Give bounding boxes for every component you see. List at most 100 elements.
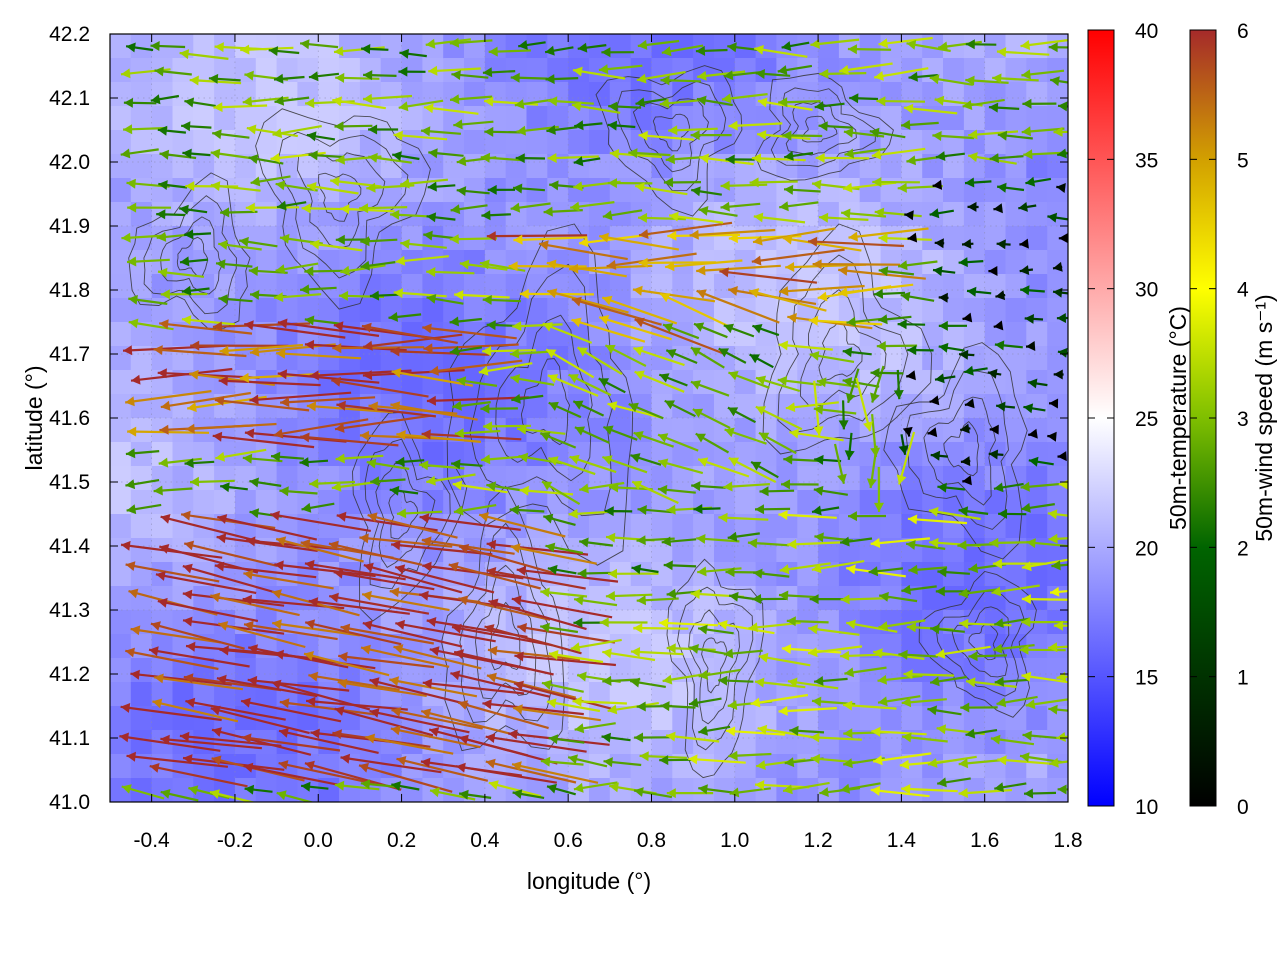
wind-vector <box>123 97 157 108</box>
heatmap-cell <box>734 754 757 779</box>
heatmap-cell <box>235 490 257 515</box>
wind-vector <box>510 374 555 386</box>
wind-vector <box>450 204 488 215</box>
heatmap-cell <box>943 298 965 323</box>
heatmap-cell <box>130 82 153 107</box>
heatmap-cell <box>714 682 736 707</box>
wind-vector <box>393 288 447 299</box>
heatmap-cell <box>818 634 840 659</box>
wind-vector <box>182 563 282 596</box>
wind-vector <box>218 376 321 387</box>
wind-vector <box>358 762 453 793</box>
wind-vector <box>429 787 476 801</box>
heatmap-cell <box>130 778 153 802</box>
heatmap-cell <box>547 250 569 275</box>
wind-vector <box>698 725 731 736</box>
wind-vector <box>540 587 588 598</box>
wind-vector <box>300 781 329 792</box>
wind-vector <box>239 236 278 248</box>
wind-vector <box>809 594 844 605</box>
heatmap-cell <box>651 634 673 659</box>
wind-vector <box>333 568 435 591</box>
heatmap-cell <box>943 178 965 203</box>
wind-vector <box>546 698 601 713</box>
wind-vector <box>844 147 886 159</box>
wind-vector <box>997 130 1033 141</box>
wind-vector <box>638 130 695 141</box>
heatmap-cell <box>755 538 777 563</box>
heatmap-cell <box>755 202 777 227</box>
wind-vector <box>728 120 783 131</box>
wind-vector <box>778 97 821 108</box>
heatmap-cell <box>776 730 798 755</box>
wind-vector <box>750 693 809 708</box>
wind-vector <box>724 427 767 445</box>
heatmap-cell <box>776 322 798 347</box>
wind-vector <box>573 595 618 607</box>
wind-vector <box>898 434 909 455</box>
heatmap-cell <box>443 82 465 107</box>
heatmap-cell <box>963 226 986 251</box>
wind-vector <box>148 646 250 668</box>
wind-vector <box>787 677 839 690</box>
wind-vector <box>1057 101 1068 112</box>
heatmap-cell <box>464 106 486 131</box>
heatmap-cell <box>526 394 548 419</box>
wind-vector <box>458 734 558 765</box>
heatmap-cell <box>214 466 236 491</box>
heatmap-cell <box>1005 490 1027 515</box>
wind-vector <box>809 351 855 363</box>
heatmap-cell <box>130 514 153 539</box>
heatmap-cell <box>235 154 257 179</box>
wind-vector <box>369 677 469 706</box>
wind-vector <box>1019 238 1029 249</box>
wind-vector <box>153 345 247 358</box>
heatmap-cell <box>130 322 153 347</box>
wind-vector <box>695 432 730 454</box>
wind-vector <box>874 466 884 512</box>
wind-vector <box>577 42 607 53</box>
wind-vector <box>873 288 906 299</box>
wind-vector <box>484 126 521 137</box>
wind-vector <box>662 323 700 340</box>
heatmap-cell <box>651 58 673 83</box>
wind-vector <box>212 431 315 449</box>
wind-vector <box>574 426 610 444</box>
wind-vector <box>602 209 643 221</box>
heatmap-cell <box>776 514 798 539</box>
x-tick-label: 0.0 <box>304 829 333 852</box>
contour-line <box>818 320 863 382</box>
heatmap-cell <box>422 226 444 251</box>
wind-vector <box>367 512 458 539</box>
heatmap-cell <box>359 418 382 443</box>
wind-vector <box>749 353 774 369</box>
wind-vector <box>509 505 545 515</box>
wind-vector <box>780 479 819 490</box>
wind-vector <box>454 290 510 300</box>
wind-vector <box>486 231 588 242</box>
heatmap-cell <box>276 610 298 635</box>
heatmap-cell <box>401 106 423 131</box>
wind-vector <box>449 94 493 105</box>
heatmap-cell <box>526 106 548 131</box>
wind-vector <box>571 317 646 343</box>
heatmap-cell <box>589 178 611 203</box>
wind-vector <box>696 534 740 544</box>
heatmap-cell <box>901 178 923 203</box>
wind-vector <box>932 179 943 190</box>
heatmap-cell <box>359 226 382 251</box>
heatmap-cell <box>818 82 840 107</box>
heatmap-cell <box>276 658 298 683</box>
heatmap-cell <box>110 754 132 779</box>
wind-vector <box>210 148 254 160</box>
heatmap-cell <box>1047 418 1068 443</box>
heatmap-cell <box>922 514 944 539</box>
wind-vector <box>657 433 699 452</box>
wind-vector <box>635 97 667 108</box>
heatmap-cell <box>755 634 777 659</box>
heatmap-cell <box>505 130 528 155</box>
heatmap-cell <box>110 106 132 131</box>
heatmap-cell <box>1005 346 1027 371</box>
wind-vector <box>932 131 975 141</box>
wind-vector <box>211 727 312 756</box>
